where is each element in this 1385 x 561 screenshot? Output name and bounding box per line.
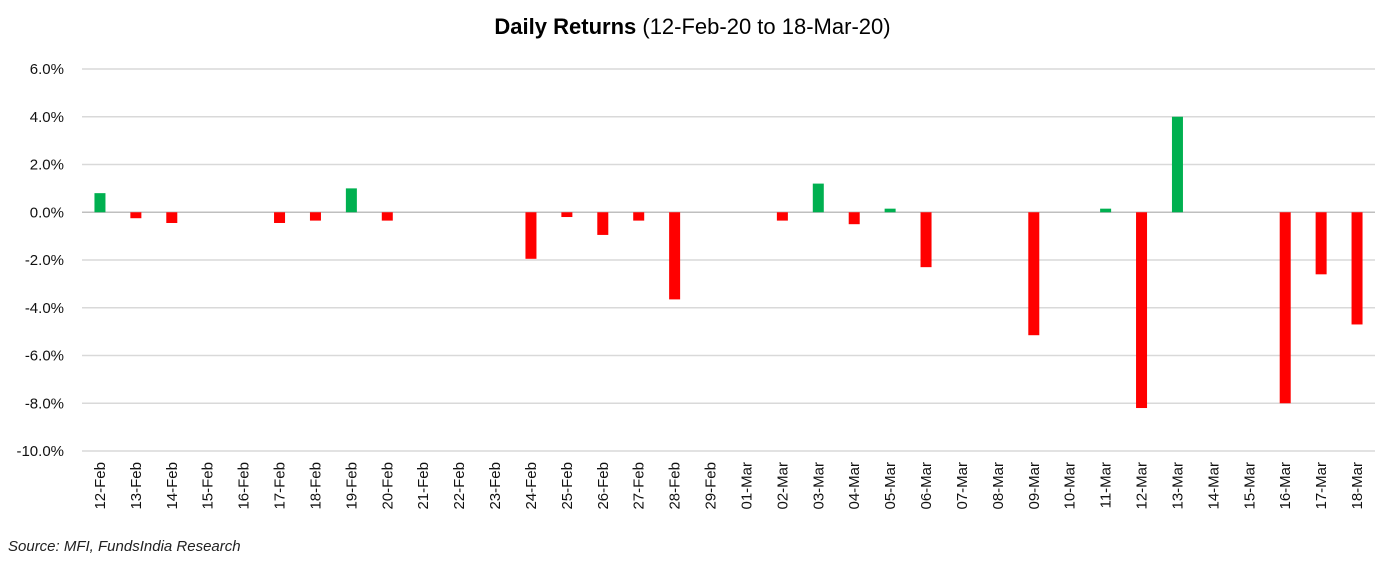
bar-11-Mar: [1100, 208, 1112, 213]
x-tick-label: 02-Mar: [774, 462, 791, 510]
bar-06-Mar: [920, 212, 932, 268]
bar-09-Mar: [1028, 212, 1040, 336]
x-tick-label: 05-Mar: [882, 462, 899, 510]
y-tick-label: -8.0%: [25, 395, 64, 412]
y-axis-tick-labels: 6.0% 4.0% 2.0% 0.0% -2.0% -4.0% -6.0% -8.0% -10.…: [16, 61, 64, 460]
bar-19-Feb: [345, 188, 357, 213]
y-tick-label: 0.0%: [30, 204, 64, 221]
x-tick-label: 01-Mar: [738, 462, 755, 510]
x-tick-label: 20-Feb: [379, 462, 396, 510]
y-tick-label: -6.0%: [25, 348, 64, 365]
source-note: Source: MFI, FundsIndia Research: [8, 538, 241, 555]
x-tick-label: 27-Feb: [631, 462, 648, 510]
y-tick-label: 6.0%: [30, 61, 64, 78]
chart-title-main: Daily Returns: [494, 14, 637, 39]
bar-14-Feb: [166, 212, 178, 223]
bar-16-Mar: [1279, 212, 1291, 404]
x-tick-label: 29-Feb: [703, 462, 720, 510]
bar-03-Mar: [812, 183, 824, 213]
x-tick-label: 15-Mar: [1241, 462, 1258, 510]
x-tick-label: 11-Mar: [1098, 462, 1115, 508]
x-tick-label: 04-Mar: [846, 462, 863, 510]
x-tick-label: 13-Mar: [1169, 462, 1186, 510]
bar-18-Mar: [1351, 212, 1363, 325]
bar-26-Feb: [597, 212, 609, 235]
y-tick-label: -2.0%: [25, 252, 64, 269]
x-tick-label: 14-Feb: [164, 462, 181, 510]
x-tick-label: 03-Mar: [810, 462, 827, 510]
x-tick-label: 28-Feb: [667, 462, 684, 510]
x-tick-label: 19-Feb: [343, 462, 360, 510]
x-tick-label: 22-Feb: [451, 462, 468, 510]
x-tick-label: 17-Feb: [272, 462, 289, 510]
x-tick-label: 17-Mar: [1313, 462, 1330, 510]
bar-25-Feb: [561, 212, 573, 218]
y-tick-label: 2.0%: [30, 157, 64, 174]
x-tick-label: 16-Feb: [236, 462, 253, 510]
bar-27-Feb: [633, 212, 645, 221]
x-tick-label: 13-Feb: [128, 462, 145, 510]
x-tick-label: 12-Mar: [1134, 462, 1151, 510]
x-tick-label: 09-Mar: [1026, 462, 1043, 510]
y-tick-label: -10.0%: [16, 443, 64, 460]
bar-17-Feb: [274, 212, 286, 223]
bar-28-Feb: [669, 212, 681, 300]
x-tick-label: 10-Mar: [1062, 462, 1079, 510]
y-tick-label: 4.0%: [30, 109, 64, 126]
bar-13-Feb: [130, 212, 142, 219]
x-tick-label: 07-Mar: [954, 462, 971, 510]
bar-04-Mar: [848, 212, 860, 225]
bars: [94, 116, 1363, 409]
x-tick-label: 18-Feb: [307, 462, 324, 510]
bar-13-Mar: [1171, 116, 1183, 213]
bar-05-Mar: [884, 208, 896, 213]
bar-02-Mar: [776, 212, 788, 221]
chart-title-range: (12-Feb-20 to 18-Mar-20): [636, 14, 891, 39]
x-tick-label: 12-Feb: [92, 462, 109, 510]
x-tick-label: 08-Mar: [990, 462, 1007, 510]
y-tick-label: -4.0%: [25, 300, 64, 317]
x-tick-label: 16-Mar: [1277, 462, 1294, 510]
x-tick-label: 24-Feb: [523, 462, 540, 510]
x-tick-label: 18-Mar: [1349, 462, 1366, 510]
x-tick-label: 21-Feb: [415, 462, 432, 510]
x-tick-label: 25-Feb: [559, 462, 576, 510]
grid-lines: [82, 68, 1375, 452]
bar-17-Mar: [1315, 212, 1327, 275]
chart-title: Daily Returns (12-Feb-20 to 18-Mar-20): [0, 14, 1385, 40]
bar-18-Feb: [309, 212, 321, 221]
bar-24-Feb: [525, 212, 537, 259]
bar-12-Mar: [1136, 212, 1148, 409]
bar-20-Feb: [381, 212, 393, 221]
x-tick-label: 14-Mar: [1205, 462, 1222, 510]
x-tick-label: 06-Mar: [918, 462, 935, 510]
bar-12-Feb: [94, 193, 106, 213]
x-tick-label: 15-Feb: [200, 462, 217, 510]
x-axis-tick-labels: 12-Feb 13-Feb 14-Feb 15-Feb 16-Feb 17-Feb 18-F…: [92, 462, 1366, 510]
x-tick-label: 23-Feb: [487, 462, 504, 510]
x-tick-label: 26-Feb: [595, 462, 612, 510]
